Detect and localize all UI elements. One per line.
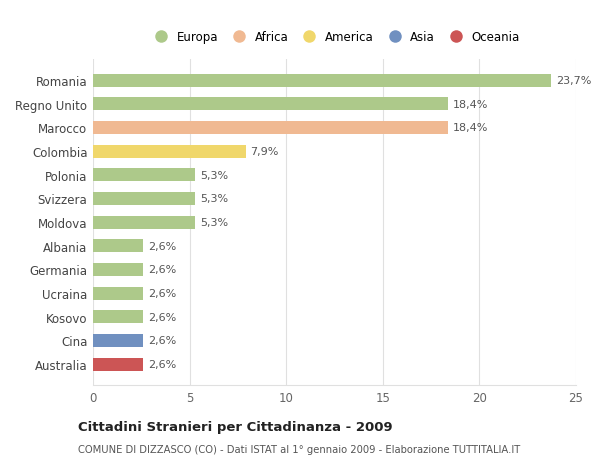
Bar <box>93 74 551 88</box>
Bar <box>93 146 245 158</box>
Text: 2,6%: 2,6% <box>148 359 176 369</box>
Text: 2,6%: 2,6% <box>148 312 176 322</box>
Text: 18,4%: 18,4% <box>454 100 488 110</box>
Text: 2,6%: 2,6% <box>148 288 176 298</box>
Text: 5,3%: 5,3% <box>200 218 229 228</box>
Bar <box>93 98 448 111</box>
Text: 5,3%: 5,3% <box>200 170 229 180</box>
Legend: Europa, Africa, America, Asia, Oceania: Europa, Africa, America, Asia, Oceania <box>145 27 524 49</box>
Bar <box>93 311 143 324</box>
Text: 2,6%: 2,6% <box>148 241 176 251</box>
Text: 5,3%: 5,3% <box>200 194 229 204</box>
Bar <box>93 122 448 134</box>
Bar <box>93 192 196 206</box>
Text: 18,4%: 18,4% <box>454 123 488 133</box>
Bar <box>93 240 143 253</box>
Bar <box>93 216 196 229</box>
Text: Cittadini Stranieri per Cittadinanza - 2009: Cittadini Stranieri per Cittadinanza - 2… <box>78 420 392 433</box>
Text: COMUNE DI DIZZASCO (CO) - Dati ISTAT al 1° gennaio 2009 - Elaborazione TUTTITALI: COMUNE DI DIZZASCO (CO) - Dati ISTAT al … <box>78 444 520 454</box>
Text: 7,9%: 7,9% <box>250 147 279 157</box>
Bar <box>93 358 143 371</box>
Text: 2,6%: 2,6% <box>148 336 176 346</box>
Text: 2,6%: 2,6% <box>148 265 176 275</box>
Bar <box>93 263 143 276</box>
Bar <box>93 287 143 300</box>
Bar <box>93 334 143 347</box>
Bar <box>93 169 196 182</box>
Text: 23,7%: 23,7% <box>556 76 591 86</box>
